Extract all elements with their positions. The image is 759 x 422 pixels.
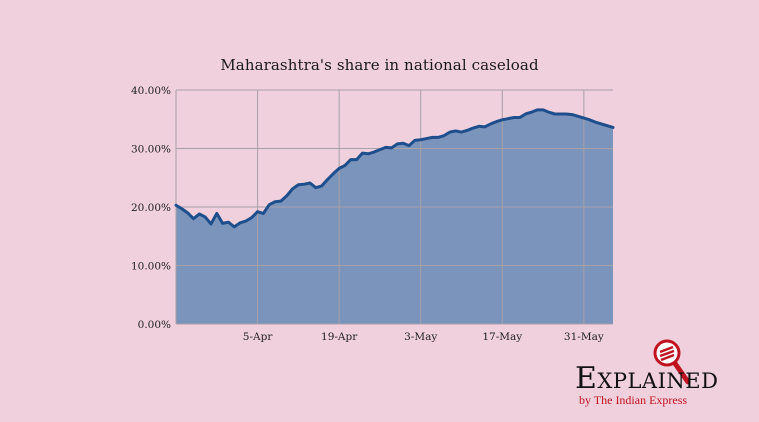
- y-tick-label-0: 0.00%: [138, 319, 171, 331]
- x-tick-label-4: 31-May: [564, 331, 604, 343]
- area-fill: [176, 109, 613, 324]
- chart-title: Maharashtra's share in national caseload: [220, 56, 539, 74]
- x-tick-label-1: 19-Apr: [321, 331, 358, 343]
- x-tick-label-0: 5-Apr: [243, 331, 274, 343]
- y-tick-label-4: 40.00%: [131, 85, 171, 97]
- y-tick-label-2: 20.00%: [131, 202, 171, 214]
- y-tick-label-1: 10.00%: [131, 261, 171, 273]
- series-line: [174, 108, 615, 229]
- x-tick-label-2: 3-May: [404, 331, 437, 343]
- x-tick-label-3: 17-May: [482, 331, 522, 343]
- y-tick-label-3: 30.00%: [131, 144, 171, 156]
